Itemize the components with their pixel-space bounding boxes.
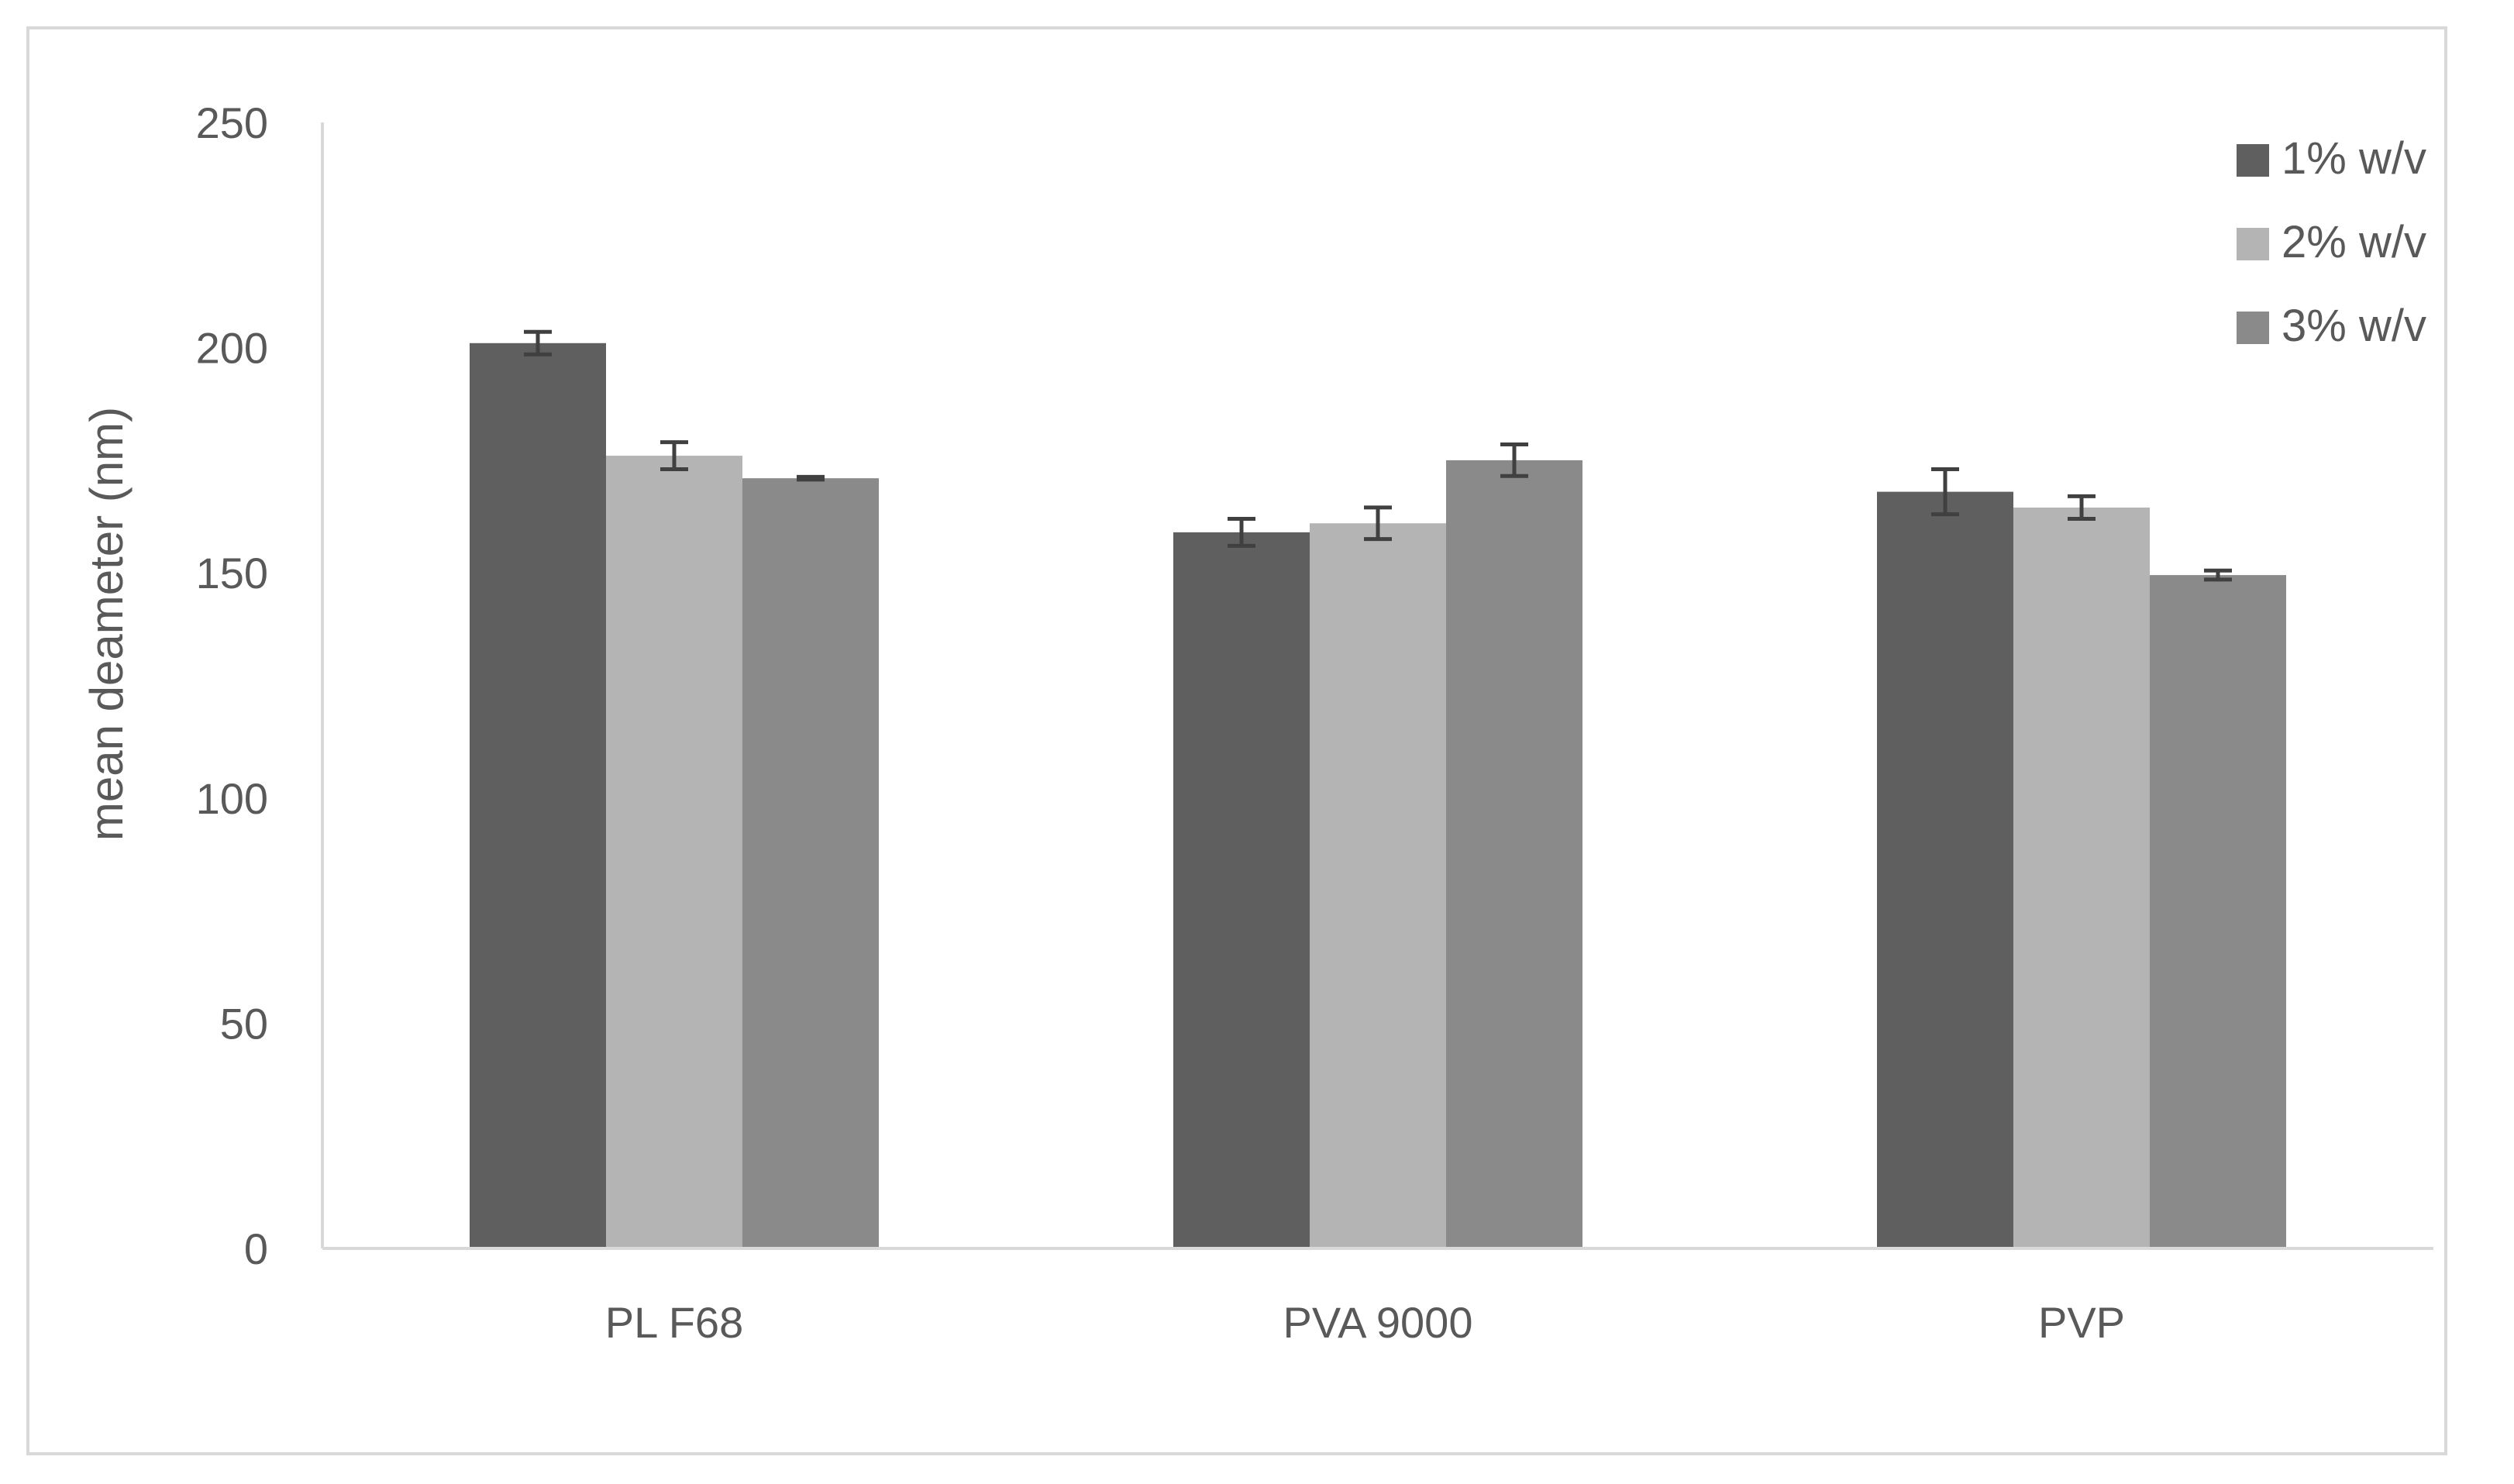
bar-pvp-series-1: [1877, 491, 2013, 1248]
legend-label-1: 1% w/v: [2282, 133, 2426, 184]
legend-swatch-3: [2237, 312, 2269, 344]
bar-pva-9000-series-2: [1310, 523, 1446, 1248]
y-axis-ticks: 0 50 100 150 200 250: [196, 98, 268, 1273]
x-tick-label-pvp: PVP: [2038, 1298, 2125, 1347]
x-tick-label-pva-9000: PVA 9000: [1283, 1298, 1473, 1347]
bar-pvp-series-2: [2013, 507, 2150, 1248]
y-tick-label: 200: [196, 324, 268, 373]
y-tick-label: 0: [244, 1224, 268, 1273]
legend-label-2: 2% w/v: [2282, 217, 2426, 267]
bar-pl-f68-series-1: [470, 343, 606, 1249]
y-tick-label: 50: [220, 999, 268, 1048]
bar-pva-9000-series-3: [1446, 460, 1582, 1248]
legend-label-3: 3% w/v: [2282, 301, 2426, 351]
legend-swatch-2: [2237, 228, 2269, 260]
bar-pvp-series-3: [2150, 575, 2286, 1248]
legend-swatch-1: [2237, 144, 2269, 177]
x-tick-label-pl-f68: PL F68: [605, 1298, 743, 1347]
y-tick-label: 150: [196, 549, 268, 597]
bar-pl-f68-series-2: [606, 456, 742, 1248]
bars-group: [470, 329, 2286, 1249]
legend: 1% w/v 2% w/v 3% w/v: [2237, 133, 2426, 351]
bar-pva-9000-series-1: [1173, 532, 1310, 1248]
x-axis-ticks: PL F68 PVA 9000 PVP: [605, 1298, 2125, 1347]
y-axis-title: mean deameter (nm): [81, 407, 133, 841]
y-tick-label: 250: [196, 98, 268, 147]
y-tick-label: 100: [196, 774, 268, 823]
bar-pl-f68-series-3: [742, 478, 879, 1248]
